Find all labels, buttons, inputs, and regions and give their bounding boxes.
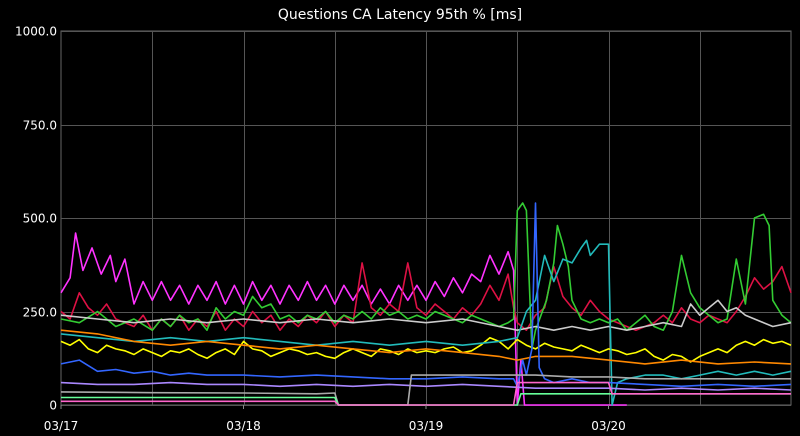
series-line-12 (61, 381, 791, 406)
y-tick-label: 750.0 (23, 119, 57, 133)
y-tick-label: 1000.0 (15, 25, 57, 39)
y-tick-label: 0 (49, 399, 57, 413)
x-tick-label: 03/20 (591, 419, 626, 433)
series-line-2 (60, 336, 792, 363)
y-tick-label: 250.0 (23, 306, 57, 320)
axis-layer: 0 250.0 500.0 750.0 1000.0 03/17 03/18 03/19 03/… (15, 25, 626, 434)
series-line-4 (60, 202, 792, 350)
y-tick-label: 500.0 (23, 212, 57, 226)
series-line-5 (60, 299, 792, 332)
x-tick-label: 03/19 (409, 419, 444, 433)
series-line-3 (60, 262, 792, 332)
x-tick-label: 03/17 (44, 419, 79, 433)
chart-title: Questions CA Latency 95th % [ms] (278, 7, 522, 23)
series-layer (60, 202, 792, 406)
grid-layer (60, 30, 792, 406)
x-tick-label: 03/18 (226, 419, 261, 433)
series-line-10 (60, 374, 791, 406)
series-line-9 (60, 381, 792, 391)
series-line-7 (60, 329, 792, 365)
